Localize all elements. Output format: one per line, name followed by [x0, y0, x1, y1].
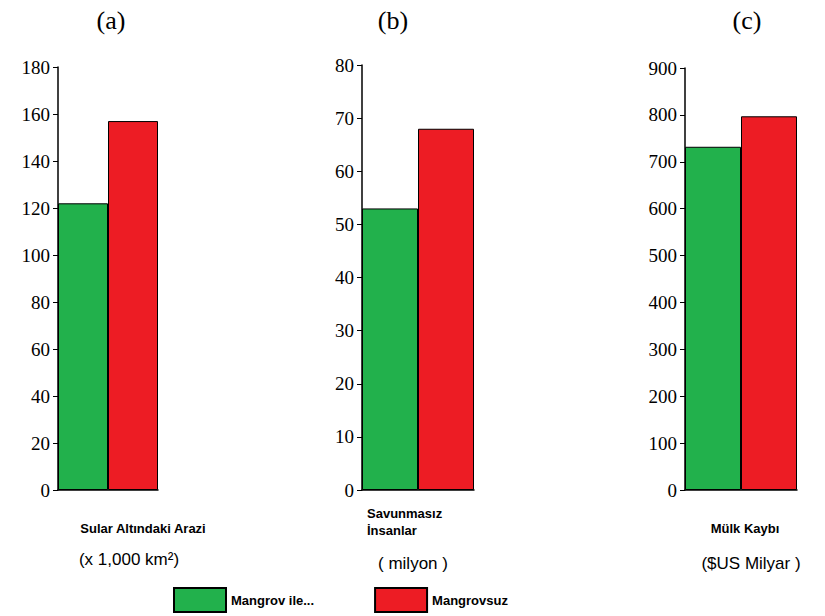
svg-text:200: 200: [649, 386, 678, 407]
svg-text:500: 500: [649, 245, 678, 266]
svg-text:(b): (b): [378, 6, 408, 35]
svg-text:140: 140: [22, 151, 51, 172]
svg-text:40: 40: [335, 267, 354, 288]
svg-text:20: 20: [31, 433, 50, 454]
svg-text:30: 30: [335, 320, 354, 341]
svg-text:120: 120: [22, 198, 51, 219]
svg-text:(x 1,000 km²): (x 1,000 km²): [79, 550, 179, 569]
svg-text:50: 50: [335, 214, 354, 235]
svg-text:60: 60: [335, 161, 354, 182]
svg-text:(c): (c): [733, 6, 762, 35]
svg-text:($US Milyar ): ($US Milyar ): [701, 554, 800, 573]
svg-text:(a): (a): [97, 6, 126, 35]
svg-text:160: 160: [22, 104, 51, 125]
svg-text:Mangrovsuz: Mangrovsuz: [432, 593, 508, 608]
svg-text:İnsanlar: İnsanlar: [367, 523, 417, 538]
svg-text:40: 40: [31, 386, 50, 407]
svg-text:900: 900: [649, 58, 678, 79]
svg-text:600: 600: [649, 198, 678, 219]
svg-text:Savunmasız: Savunmasız: [367, 506, 443, 521]
svg-text:300: 300: [649, 339, 678, 360]
svg-text:80: 80: [335, 55, 354, 76]
svg-text:800: 800: [649, 104, 678, 125]
svg-text:100: 100: [649, 433, 678, 454]
svg-text:0: 0: [668, 480, 678, 501]
svg-text:0: 0: [41, 480, 51, 501]
svg-text:0: 0: [345, 480, 355, 501]
svg-text:80: 80: [31, 292, 50, 313]
svg-text:400: 400: [649, 292, 678, 313]
svg-text:Mülk Kaybı: Mülk Kaybı: [711, 521, 780, 536]
svg-text:100: 100: [22, 245, 51, 266]
svg-text:70: 70: [335, 108, 354, 129]
svg-text:10: 10: [335, 426, 354, 447]
svg-text:180: 180: [22, 57, 51, 78]
svg-text:60: 60: [31, 339, 50, 360]
svg-text:Sular Altındaki Arazi: Sular Altındaki Arazi: [80, 521, 205, 536]
svg-text:Mangrov ile...: Mangrov ile...: [231, 593, 314, 608]
svg-text:700: 700: [649, 151, 678, 172]
svg-text:( milyon ): ( milyon ): [378, 554, 448, 573]
svg-text:20: 20: [335, 373, 354, 394]
